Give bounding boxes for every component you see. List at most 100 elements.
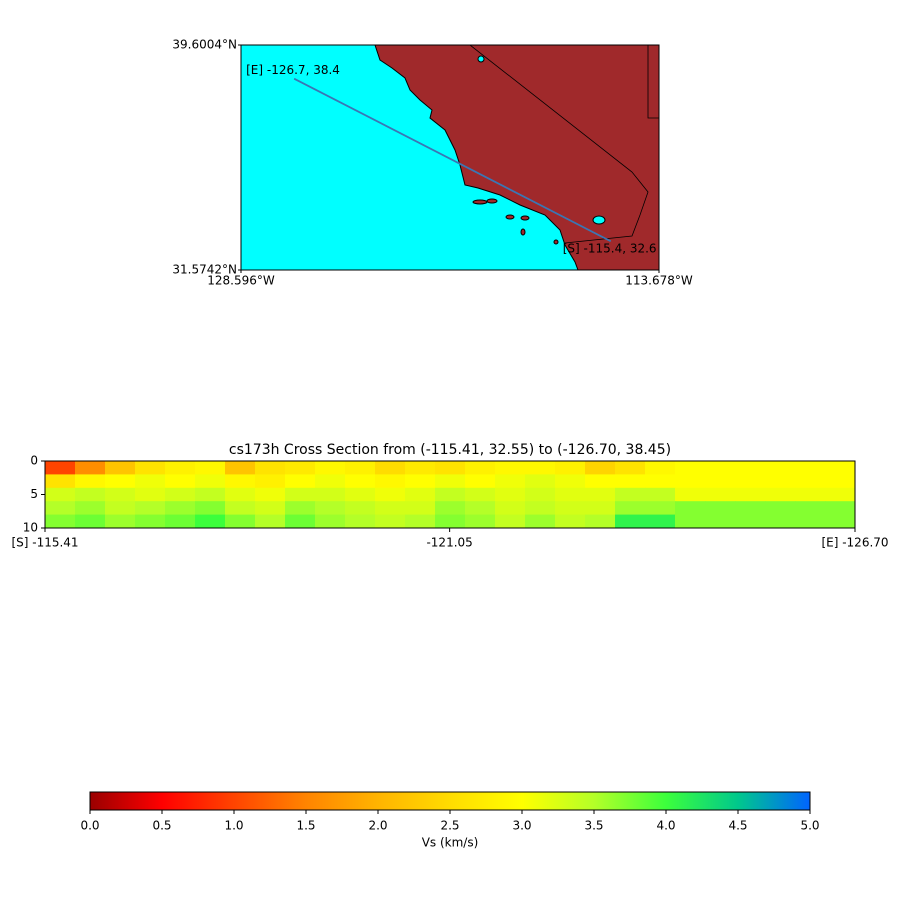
- y-tick-label: 0: [30, 454, 38, 468]
- heat-cell: [255, 501, 286, 516]
- heat-cell: [405, 514, 436, 529]
- heat-cell: [825, 461, 856, 475]
- heat-cell: [705, 487, 736, 502]
- heat-cell: [495, 514, 526, 529]
- heat-cell: [675, 514, 706, 529]
- heat-cell: [315, 501, 346, 516]
- heat-cell: [165, 487, 196, 502]
- heat-cell: [735, 514, 766, 529]
- heat-cell: [645, 474, 676, 489]
- heat-cell: [675, 474, 706, 489]
- heat-cell: [345, 514, 376, 529]
- heat-cell: [705, 514, 736, 529]
- heat-cell: [225, 514, 256, 529]
- heat-cell: [45, 514, 76, 529]
- x-tick-label: [E] -126.70: [821, 536, 888, 550]
- heat-cell: [435, 474, 466, 489]
- heat-cell: [585, 474, 616, 489]
- heat-cell: [495, 461, 526, 475]
- x-tick-label: -121.05: [426, 536, 472, 550]
- heat-cell: [285, 474, 316, 489]
- heat-cell: [555, 461, 586, 475]
- heat-cell: [195, 474, 226, 489]
- heat-cell: [615, 487, 646, 502]
- heat-cell: [345, 487, 376, 502]
- heat-cell: [45, 474, 76, 489]
- heat-cell: [825, 474, 856, 489]
- heat-cell: [405, 501, 436, 516]
- heat-cell: [585, 514, 616, 529]
- heat-cell: [705, 461, 736, 475]
- heat-cell: [375, 461, 406, 475]
- y-tick-label: 39.6004°N: [172, 38, 237, 52]
- heat-cell: [135, 461, 166, 475]
- heat-cell: [375, 501, 406, 516]
- heat-cell: [645, 461, 676, 475]
- heat-cell: [405, 474, 436, 489]
- heat-cell: [345, 461, 376, 475]
- x-tick-label: 0.5: [152, 819, 171, 833]
- heat-cell: [195, 501, 226, 516]
- heat-cell: [735, 461, 766, 475]
- heat-cell: [285, 461, 316, 475]
- heat-cell: [555, 487, 586, 502]
- heat-cell: [75, 474, 106, 489]
- cross-section-title: cs173h Cross Section from (-115.41, 32.5…: [229, 442, 671, 458]
- heat-cell: [525, 487, 556, 502]
- heat-cell: [255, 514, 286, 529]
- heat-cell: [555, 514, 586, 529]
- heat-cell: [405, 487, 436, 502]
- heat-cell: [135, 514, 166, 529]
- heat-cell: [165, 514, 196, 529]
- heat-cell: [45, 461, 76, 475]
- heat-cell: [795, 514, 826, 529]
- heat-cell: [45, 487, 76, 502]
- x-tick-label: [S] -115.41: [11, 536, 78, 550]
- heat-cell: [75, 501, 106, 516]
- heat-cell: [555, 474, 586, 489]
- heat-cell: [525, 514, 556, 529]
- x-tick-label: 0.0: [80, 819, 99, 833]
- heat-cell: [765, 501, 796, 516]
- heat-cell: [495, 474, 526, 489]
- heat-cell: [825, 487, 856, 502]
- heat-cell: [165, 474, 196, 489]
- heat-cell: [675, 487, 706, 502]
- heat-cell: [495, 501, 526, 516]
- heat-cell: [315, 461, 346, 475]
- heat-cell: [435, 487, 466, 502]
- heat-cell: [765, 487, 796, 502]
- y-tick-label: 10: [23, 521, 38, 535]
- heat-cell: [735, 501, 766, 516]
- heat-cell: [225, 461, 256, 475]
- heat-cell: [765, 461, 796, 475]
- heat-cell: [315, 487, 346, 502]
- heat-cell: [465, 514, 496, 529]
- heat-cell: [105, 474, 136, 489]
- heat-cell: [195, 514, 226, 529]
- heat-cell: [795, 487, 826, 502]
- heat-cell: [345, 501, 376, 516]
- lake: [477, 55, 485, 63]
- colorbar: [89, 791, 811, 811]
- heat-cell: [735, 474, 766, 489]
- heat-cell: [435, 514, 466, 529]
- heat-cell: [465, 461, 496, 475]
- x-tick-label: 1.5: [296, 819, 315, 833]
- heat-cell: [195, 487, 226, 502]
- heat-cell: [45, 501, 76, 516]
- heat-cell: [285, 487, 316, 502]
- heat-cell: [765, 474, 796, 489]
- heat-cell: [675, 501, 706, 516]
- x-tick-label: 3.5: [584, 819, 603, 833]
- heat-cell: [765, 514, 796, 529]
- heat-cell: [285, 514, 316, 529]
- heat-cell: [135, 501, 166, 516]
- heat-cell: [495, 487, 526, 502]
- x-tick-label: 1.0: [224, 819, 243, 833]
- heat-cell: [585, 487, 616, 502]
- point-label: [S] -115.4, 32.6: [563, 242, 657, 256]
- map: [E] -126.7, 38.4 [S] -115.4, 32.6: [241, 45, 659, 270]
- heat-cell: [315, 474, 346, 489]
